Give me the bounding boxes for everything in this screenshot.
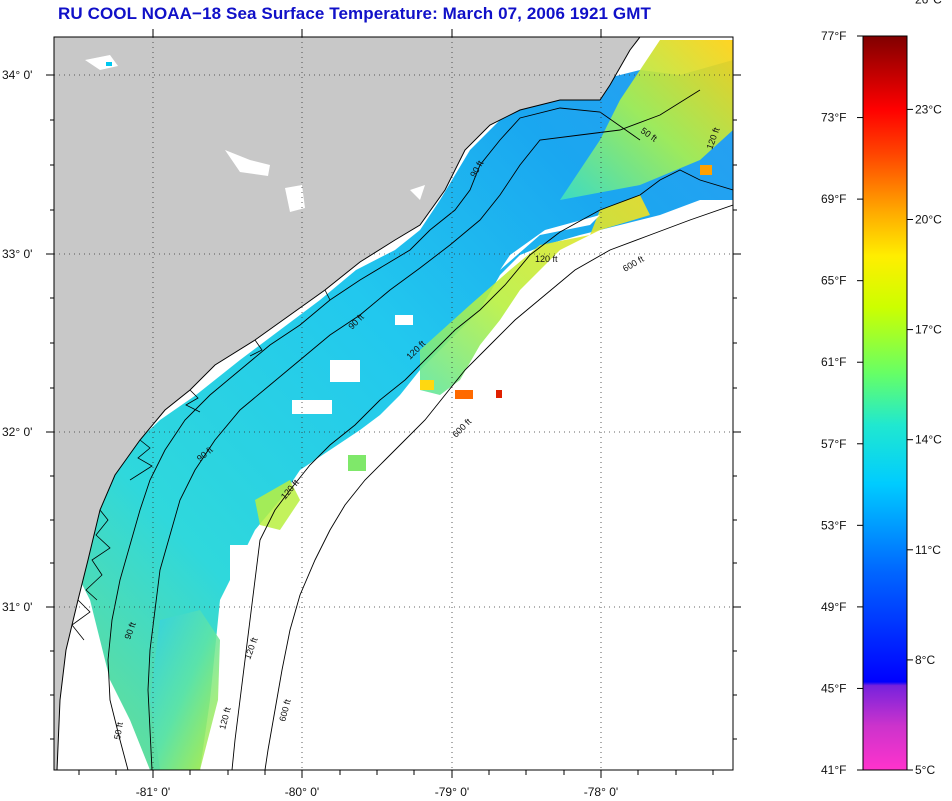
colorbar-label-f: 45°F — [821, 681, 846, 695]
contour-50ft — [107, 107, 641, 770]
map-title: RU COOL NOAA−18 Sea Surface Temperature:… — [58, 4, 651, 23]
colorbar-label-f: 41°F — [821, 763, 846, 777]
colorbar-label-f: 69°F — [821, 192, 846, 206]
lon-label: -79° 0' — [435, 785, 469, 799]
colorbar-label-f: 53°F — [821, 518, 846, 532]
land-area — [54, 37, 640, 770]
lon-label: -81° 0' — [136, 785, 170, 799]
contour-120ft — [231, 169, 733, 770]
bathymetry-contours — [107, 89, 733, 770]
graticule — [54, 37, 733, 770]
colorbar-label-f: 57°F — [821, 437, 846, 451]
colorbar-label-c: 26°C — [915, 0, 942, 6]
colorbar-label-f: 49°F — [821, 600, 846, 614]
contour-90ft — [147, 89, 701, 770]
colorbar-label-c: 14°C — [915, 433, 942, 447]
colorbar-label-c: 8°C — [915, 653, 935, 667]
colorbar-label-f: 77°F — [821, 29, 846, 43]
lat-label: 32° 0' — [2, 425, 32, 439]
lat-label: 33° 0' — [2, 247, 32, 261]
colorbar-label-c: 23°C — [915, 102, 942, 116]
colorbar-scale — [862, 35, 908, 771]
coastline — [56, 37, 641, 770]
colorbar-label-c: 11°C — [915, 543, 941, 557]
colorbar-label-f: 65°F — [821, 274, 846, 288]
colorbar-label-c: 17°C — [915, 323, 942, 337]
colorbar-label-f: 61°F — [821, 355, 846, 369]
lat-label: 34° 0' — [2, 68, 32, 82]
colorbar-label-c: 20°C — [915, 213, 942, 227]
lat-label: 31° 0' — [2, 600, 32, 614]
lon-label: -80° 0' — [285, 785, 319, 799]
map-frame — [53, 36, 734, 771]
colorbar-label-c: 5°C — [915, 763, 935, 777]
contour-label: 50 ft — [112, 721, 125, 740]
contour-600ft — [264, 204, 733, 770]
lon-label: -78° 0' — [584, 785, 618, 799]
frame-ticks — [46, 29, 741, 778]
contour-label: 120 ft — [535, 254, 558, 264]
colorbar-label-f: 73°F — [821, 111, 846, 125]
